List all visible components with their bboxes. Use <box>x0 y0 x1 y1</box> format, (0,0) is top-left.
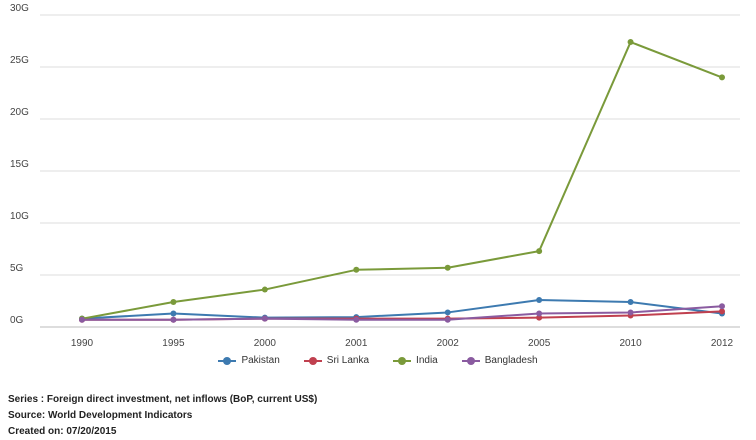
x-tick-label: 2010 <box>619 338 642 349</box>
legend-swatch <box>218 356 237 365</box>
legend: Pakistan Sri Lanka India Bangladesh <box>0 355 756 368</box>
data-point-bangladesh[interactable] <box>444 316 451 323</box>
series-lines <box>79 39 725 323</box>
data-point-india[interactable] <box>536 248 543 255</box>
data-point-india[interactable] <box>444 264 451 271</box>
series-line-pakistan <box>81 298 723 320</box>
legend-label: Sri Lanka <box>326 355 370 366</box>
data-point-india[interactable] <box>627 39 634 46</box>
legend-item-bangladesh[interactable]: Bangladesh <box>461 355 538 366</box>
series-note: Series : Foreign direct investment, net … <box>8 394 318 405</box>
chart-notes: Series : Foreign direct investment, net … <box>8 392 317 440</box>
data-point-sri-lanka[interactable] <box>536 314 543 321</box>
data-point-bangladesh[interactable] <box>353 316 360 323</box>
grid-lines <box>40 14 740 328</box>
x-tick-label: 1995 <box>162 338 185 349</box>
y-tick-label: 0G <box>10 315 24 326</box>
data-point-pakistan[interactable] <box>627 299 634 306</box>
data-point-pakistan[interactable] <box>536 296 543 303</box>
y-axis-ticks: 0G 5G 10G 15G 20G 25G 30G <box>10 3 29 326</box>
legend-item-pakistan[interactable]: Pakistan <box>218 355 280 366</box>
legend-item-sri-lanka[interactable]: Sri Lanka <box>303 355 370 366</box>
y-tick-label: 10G <box>10 211 29 222</box>
series-bangladesh <box>79 303 725 323</box>
legend-label: Bangladesh <box>484 355 538 366</box>
data-point-pakistan[interactable] <box>444 309 451 316</box>
legend-label: Pakistan <box>241 355 280 366</box>
data-point-bangladesh[interactable] <box>170 316 177 323</box>
line-chart: 0G 5G 10G 15G 20G 25G 30G 1990 1995 2000 2001 2002… <box>10 3 740 349</box>
x-axis-ticks: 1990 1995 2000 2001 2002 2005 2010 2012 <box>71 338 734 349</box>
series-line-india <box>81 41 723 320</box>
x-tick-label: 2000 <box>254 338 277 349</box>
data-point-india[interactable] <box>353 266 360 273</box>
legend-swatch <box>393 356 412 365</box>
legend-swatch <box>461 356 480 365</box>
source-note: Source: World Development Indicators <box>8 410 193 421</box>
y-tick-label: 20G <box>10 107 29 118</box>
data-point-india[interactable] <box>719 74 725 81</box>
x-tick-label: 2012 <box>711 338 734 349</box>
legend-item-india[interactable]: India <box>393 355 438 366</box>
data-point-bangladesh[interactable] <box>719 303 725 310</box>
series-india <box>79 39 725 322</box>
series-line-bangladesh <box>82 305 723 321</box>
data-point-bangladesh[interactable] <box>261 315 268 322</box>
data-point-bangladesh[interactable] <box>79 316 85 323</box>
data-point-bangladesh[interactable] <box>627 309 634 316</box>
legend-label: India <box>416 355 438 366</box>
data-point-india[interactable] <box>170 299 177 306</box>
x-tick-label: 2001 <box>345 338 368 349</box>
y-tick-label: 15G <box>10 159 29 170</box>
x-tick-label: 2005 <box>528 338 551 349</box>
x-tick-label: 2002 <box>437 338 460 349</box>
y-tick-label: 30G <box>10 3 29 14</box>
data-point-bangladesh[interactable] <box>536 310 543 317</box>
data-point-india[interactable] <box>261 286 268 293</box>
y-tick-label: 25G <box>10 55 29 66</box>
data-point-pakistan[interactable] <box>170 310 177 317</box>
x-tick-label: 1990 <box>71 338 94 349</box>
data-point-sri-lanka[interactable] <box>719 308 725 315</box>
created-note: Created on: 07/20/2015 <box>8 426 117 437</box>
legend-swatch <box>303 356 322 365</box>
y-tick-label: 5G <box>10 263 24 274</box>
